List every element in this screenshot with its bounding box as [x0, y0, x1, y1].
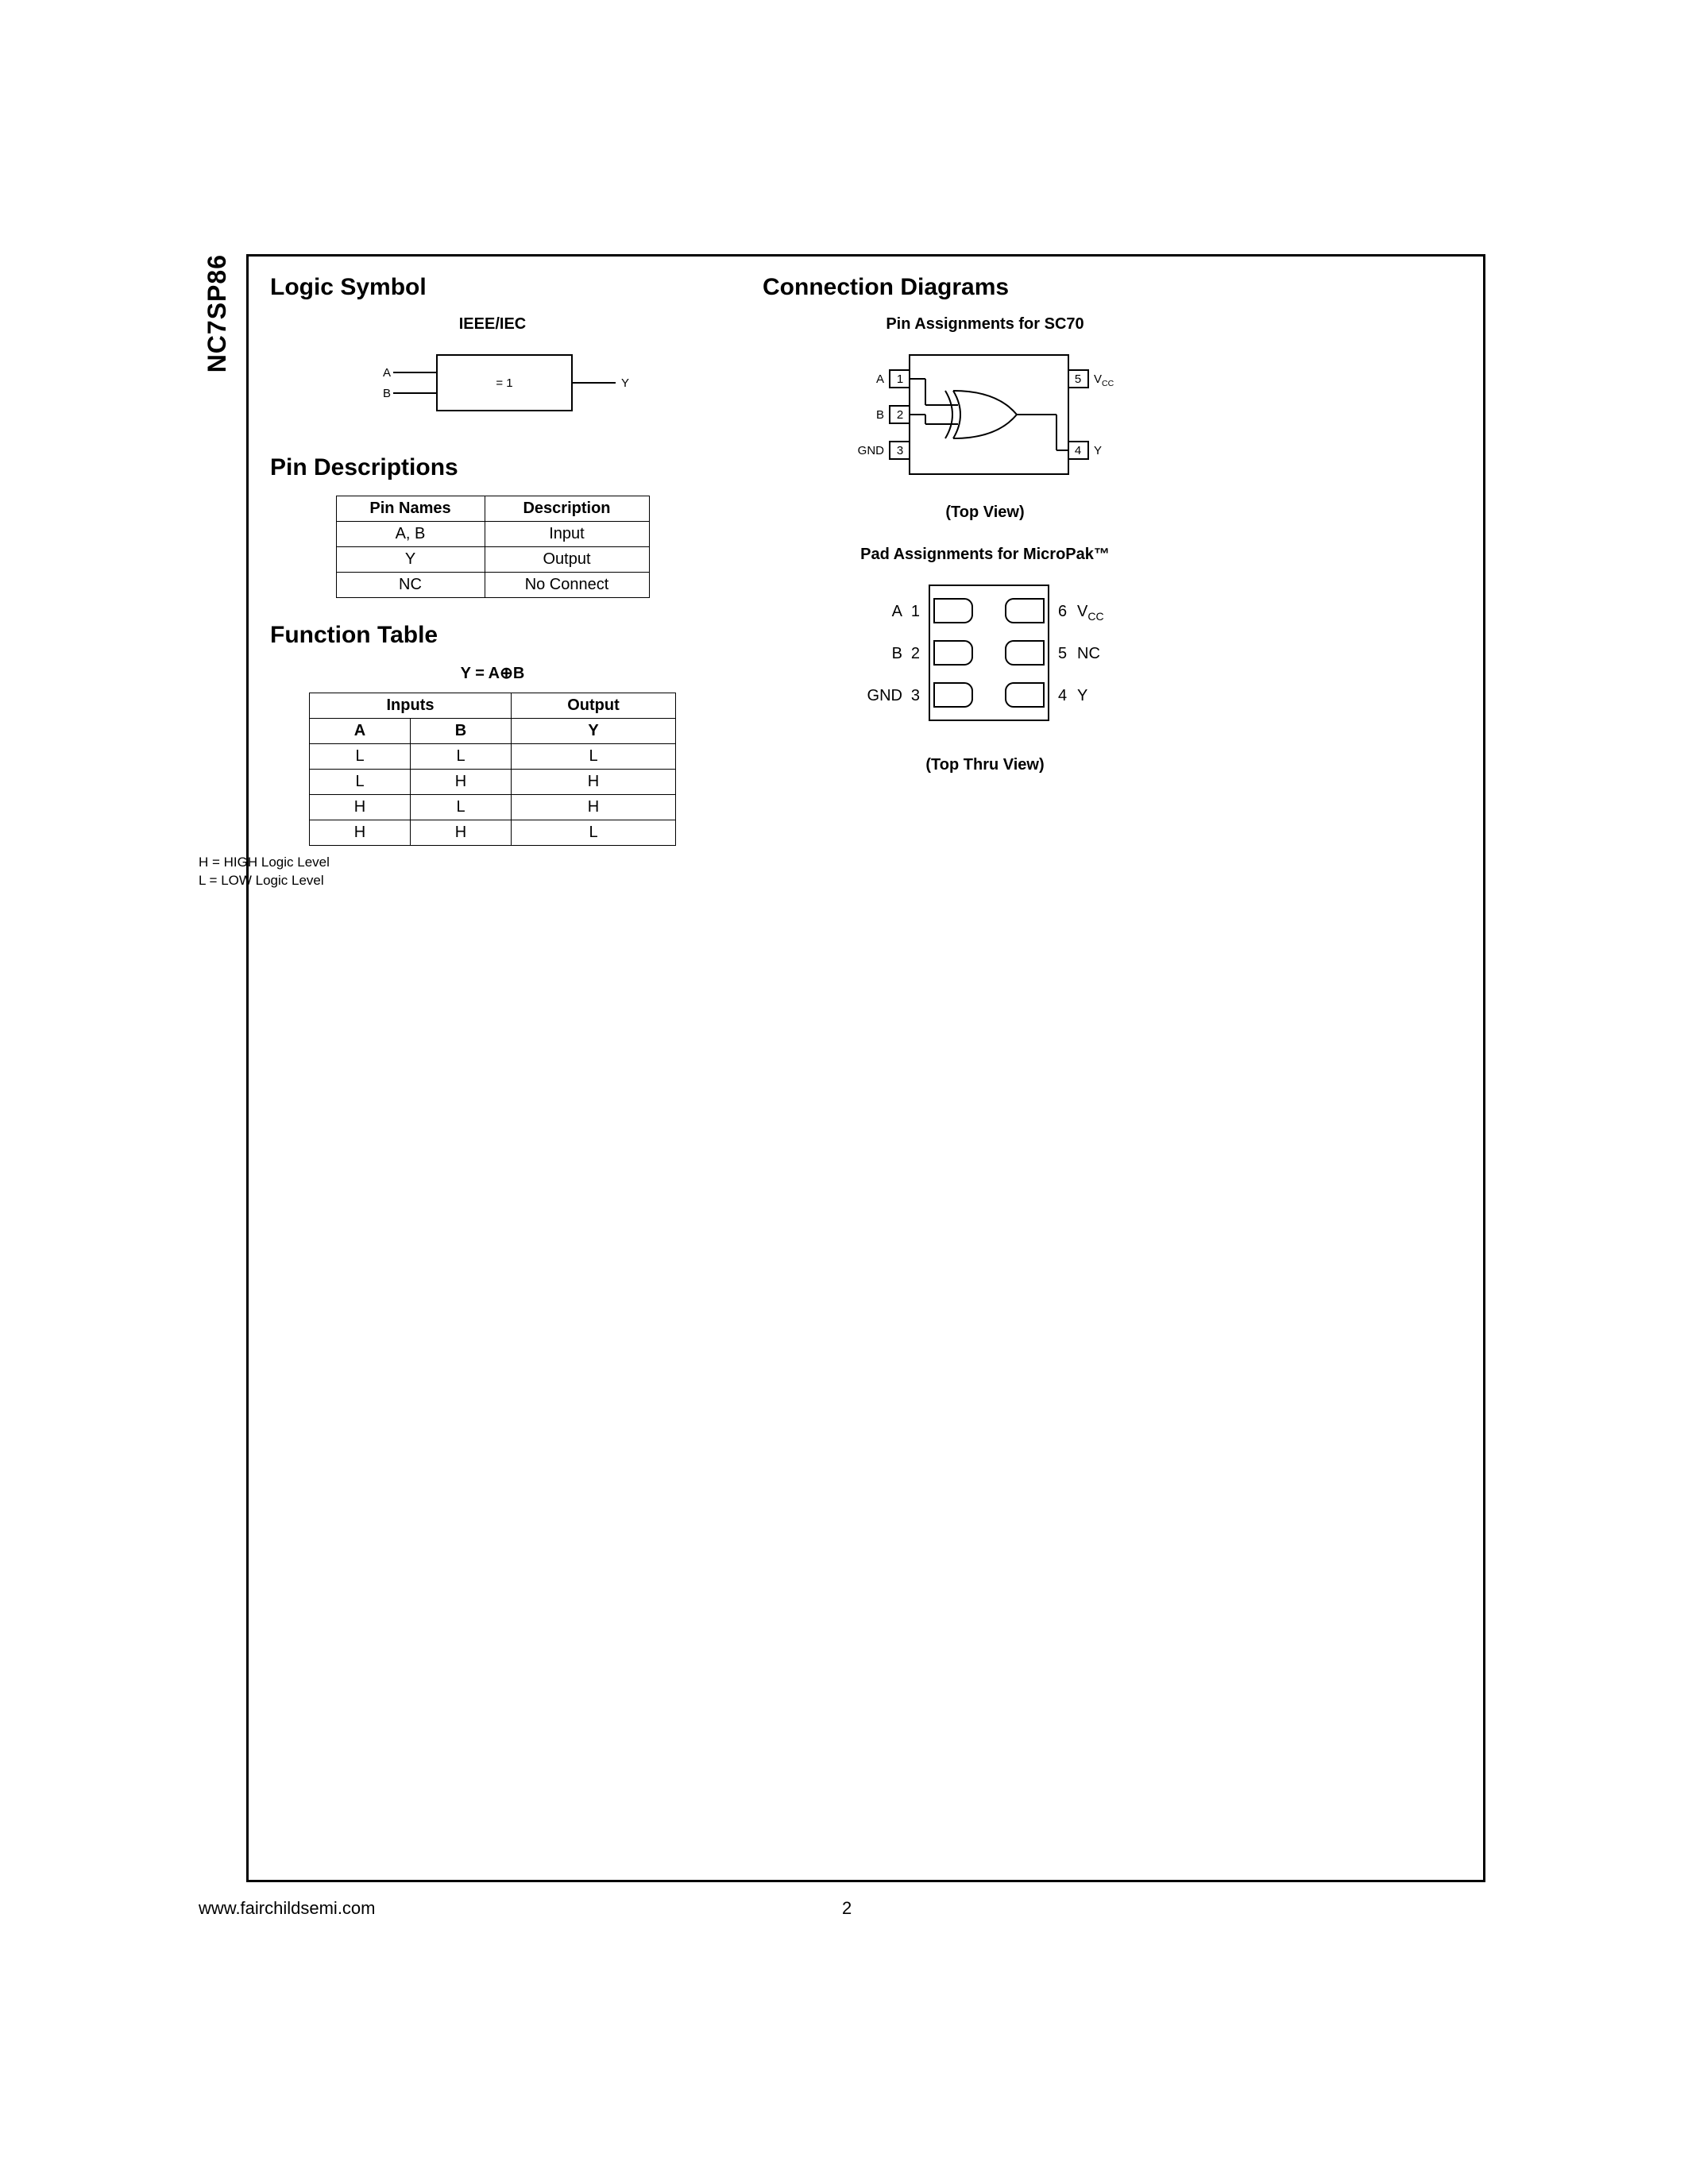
svg-text:5: 5 — [1058, 645, 1067, 662]
svg-text:1: 1 — [897, 372, 903, 386]
function-table: InputsOutputABYLLLLHHHLHHHL — [309, 693, 676, 846]
function-table-heading: Function Table — [270, 622, 715, 649]
table-cell: H — [512, 795, 676, 820]
svg-text:1: 1 — [911, 603, 920, 620]
pin-descriptions-heading: Pin Descriptions — [270, 454, 715, 481]
svg-text:3: 3 — [911, 687, 920, 704]
table-cell: L — [310, 770, 411, 795]
svg-text:VCC: VCC — [1094, 372, 1114, 388]
table-cell: L — [310, 744, 411, 770]
table-cell: L — [512, 744, 676, 770]
legend-line: L = LOW Logic Level — [199, 872, 715, 890]
legend-line: H = HIGH Logic Level — [199, 854, 715, 872]
micropak-diagram: 1A 6 VCC 2B 5 NC 3 GND 4Y — [818, 573, 1152, 732]
function-table-equation: Y = A⊕B — [270, 663, 715, 683]
svg-text:B: B — [892, 645, 902, 662]
table-row: HHL — [310, 820, 676, 846]
svg-text:A: A — [892, 603, 903, 620]
pin-descriptions-table: Pin NamesDescriptionA, BInputYOutputNCNo… — [336, 496, 650, 598]
svg-text:2: 2 — [911, 645, 920, 662]
right-column: Connection Diagrams Pin Assignments for … — [763, 274, 1207, 798]
svg-text:Y: Y — [1077, 687, 1087, 704]
table-header: Y — [512, 719, 676, 744]
table-cell: H — [310, 795, 411, 820]
table-header: Pin Names — [336, 496, 485, 522]
table-cell: Input — [485, 522, 649, 547]
table-cell: H — [512, 770, 676, 795]
svg-text:5: 5 — [1075, 372, 1081, 386]
table-cell: NC — [336, 573, 485, 598]
table-row: A, BInput — [336, 522, 649, 547]
table-cell: A, B — [336, 522, 485, 547]
table-cell: L — [411, 795, 512, 820]
svg-text:B: B — [383, 387, 391, 400]
part-number-sidebar: NC7SP86 — [203, 254, 232, 372]
table-cell: L — [512, 820, 676, 846]
svg-text:A: A — [383, 366, 391, 380]
svg-text:3: 3 — [897, 444, 903, 457]
svg-text:4: 4 — [1075, 444, 1081, 457]
sc70-diagram: 1A 2B 3 GND 5 VCC 4Y — [834, 343, 1136, 494]
table-row: HLH — [310, 795, 676, 820]
table-header: Description — [485, 496, 649, 522]
table-cell: No Connect — [485, 573, 649, 598]
svg-text:6: 6 — [1058, 603, 1067, 620]
table-cell: H — [411, 770, 512, 795]
svg-text:GND: GND — [867, 687, 902, 704]
svg-text:NC: NC — [1077, 645, 1100, 662]
svg-text:2: 2 — [897, 408, 903, 422]
svg-text:4: 4 — [1058, 687, 1067, 704]
table-row: YOutput — [336, 547, 649, 573]
svg-text:B: B — [876, 408, 884, 422]
logic-symbol-standard: IEEE/IEC — [270, 315, 715, 334]
table-row: NCNo Connect — [336, 573, 649, 598]
sc70-caption: (Top View) — [763, 504, 1207, 522]
table-row: LLL — [310, 744, 676, 770]
micropak-title: Pad Assignments for MicroPak™ — [763, 546, 1207, 564]
table-header: Output — [512, 693, 676, 719]
micropak-caption: (Top Thru View) — [763, 756, 1207, 774]
footer-url: www.fairchildsemi.com — [199, 1898, 376, 1919]
left-column: Logic Symbol IEEE/IEC AB= 1Y Pin Descrip… — [270, 274, 715, 890]
table-cell: Output — [485, 547, 649, 573]
logic-symbol-diagram: AB = 1 Y — [342, 343, 643, 430]
svg-text:GND: GND — [858, 444, 885, 457]
svg-text:Y: Y — [1094, 444, 1102, 457]
table-header: B — [411, 719, 512, 744]
footer-page-number: 2 — [842, 1898, 852, 1919]
table-cell: H — [411, 820, 512, 846]
table-header: A — [310, 719, 411, 744]
svg-text:Y: Y — [621, 376, 629, 390]
sc70-title: Pin Assignments for SC70 — [763, 315, 1207, 334]
table-cell: H — [310, 820, 411, 846]
svg-text:A: A — [876, 372, 884, 386]
table-cell: L — [411, 744, 512, 770]
connection-diagrams-heading: Connection Diagrams — [763, 274, 1207, 301]
svg-text:VCC: VCC — [1077, 603, 1104, 623]
logic-symbol-heading: Logic Symbol — [270, 274, 715, 301]
svg-text:= 1: = 1 — [496, 376, 512, 390]
function-table-legend: H = HIGH Logic LevelL = LOW Logic Level — [199, 854, 715, 890]
table-cell: Y — [336, 547, 485, 573]
table-row: LHH — [310, 770, 676, 795]
table-header: Inputs — [310, 693, 512, 719]
